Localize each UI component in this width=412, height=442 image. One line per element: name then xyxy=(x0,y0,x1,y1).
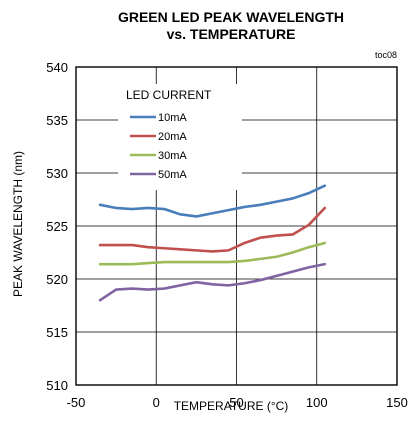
series-lines xyxy=(98,184,327,302)
x-tick-label: 100 xyxy=(306,395,328,410)
series-line-10mA xyxy=(98,184,327,218)
y-axis-title: PEAK WAVELENGTH (nm) xyxy=(11,151,25,297)
y-tick-label: 535 xyxy=(46,113,68,128)
legend-label-10mA: 10mA xyxy=(158,112,187,124)
x-tick-label: 0 xyxy=(153,395,160,410)
plot-frame xyxy=(75,66,398,386)
legend-title: LED CURRENT xyxy=(126,88,212,102)
series-line-30mA xyxy=(98,241,327,266)
y-tick-label: 530 xyxy=(46,166,68,181)
legend-label-20mA: 20mA xyxy=(158,131,187,143)
chart-title-line-1: GREEN LED PEAK WAVELENGTH xyxy=(118,9,344,25)
x-axis-title: TEMPERATURE (°C) xyxy=(174,399,289,413)
series-line-20mA xyxy=(98,206,327,253)
tick-labels: -50 0 50 100 150 510 515 520 525 530 535 540 xyxy=(46,60,408,410)
y-tick-label: 515 xyxy=(46,325,68,340)
x-tick-label: 150 xyxy=(386,395,408,410)
x-tick-label: 50 xyxy=(229,395,243,410)
y-tick-label: 525 xyxy=(46,219,68,234)
chart-title-line-2: vs. TEMPERATURE xyxy=(167,26,296,42)
y-tick-label: 510 xyxy=(46,378,68,393)
y-tick-label: 540 xyxy=(46,60,68,75)
legend-label-30mA: 30mA xyxy=(158,150,187,162)
legend-items: 10mA 20mA 30mA 50mA xyxy=(130,112,187,181)
legend-label-50mA: 50mA xyxy=(158,169,187,181)
y-tick-label: 520 xyxy=(46,272,68,287)
x-tick-label: -50 xyxy=(67,395,86,410)
legend: LED CURRENT 10mA 20mA 30mA 50mA xyxy=(118,84,242,190)
figure-code-label: toc08 xyxy=(375,50,397,60)
series-line-50mA xyxy=(98,262,327,302)
